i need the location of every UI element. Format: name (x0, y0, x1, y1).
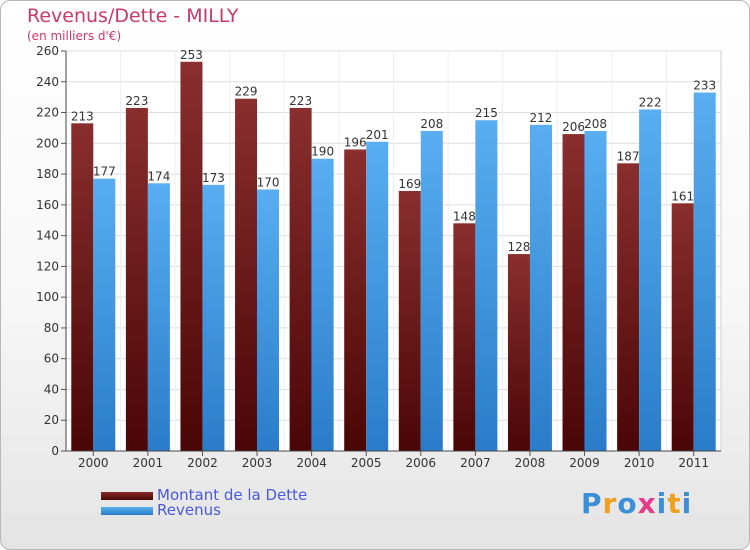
x-tick-label: 2010 (624, 456, 655, 470)
data-label-revenus: 190 (311, 145, 334, 159)
bar-revenus (529, 124, 552, 451)
data-label-dette: 187 (617, 149, 640, 163)
logo-letter: o (617, 487, 638, 520)
y-tick-label: 260 (36, 44, 59, 58)
x-tick-label: 2003 (242, 456, 273, 470)
bar-revenus (93, 178, 116, 451)
chart-title: Revenus/Dette - MILLY (27, 5, 239, 27)
bar-revenus (584, 131, 607, 451)
y-tick-label: 100 (36, 290, 59, 304)
bar-dette (562, 134, 585, 452)
legend-swatch-revenus (101, 507, 153, 515)
y-tick-label: 0 (51, 444, 59, 458)
bar-dette (453, 223, 476, 451)
data-label-revenus: 174 (147, 169, 170, 183)
y-tick-label: 180 (36, 167, 59, 181)
bar-dette (289, 107, 312, 451)
data-label-dette: 223 (289, 94, 312, 108)
data-label-dette: 206 (562, 120, 585, 134)
bar-revenus (311, 158, 334, 451)
logo-letter: P (581, 487, 603, 520)
data-label-revenus: 208 (584, 117, 607, 131)
x-tick-label: 2007 (460, 456, 491, 470)
bar-dette (180, 61, 203, 452)
bar-dette (344, 149, 367, 451)
data-label-revenus: 212 (530, 111, 553, 125)
x-tick-label: 2009 (569, 456, 600, 470)
data-label-dette: 229 (235, 85, 258, 99)
y-tick-label: 40 (44, 382, 59, 396)
bar-revenus (693, 92, 716, 452)
logo-letter: i (656, 487, 668, 520)
y-tick-label: 160 (36, 198, 59, 212)
data-label-revenus: 173 (202, 171, 225, 185)
bar-revenus (147, 183, 170, 452)
bar-dette (235, 98, 258, 451)
data-label-dette: 161 (671, 189, 694, 203)
x-tick-label: 2008 (515, 456, 546, 470)
data-label-revenus: 177 (93, 165, 116, 179)
data-label-dette: 253 (180, 48, 203, 62)
logo-letter: t (667, 487, 682, 520)
y-tick-label: 200 (36, 136, 59, 150)
data-label-dette: 196 (344, 135, 367, 149)
data-label-dette: 223 (125, 94, 148, 108)
data-label-dette: 148 (453, 209, 476, 223)
x-tick-label: 2000 (78, 456, 109, 470)
y-tick-label: 120 (36, 259, 59, 273)
logo-letter: x (637, 487, 657, 520)
logo-letter: r (602, 487, 618, 520)
bar-revenus (475, 120, 498, 451)
x-tick-label: 2001 (133, 456, 164, 470)
y-tick-label: 240 (36, 75, 59, 89)
bar-dette (71, 123, 94, 452)
y-tick-label: 80 (44, 321, 59, 335)
proxiti-logo: Proxiti (581, 487, 692, 520)
chart-subtitle: (en milliers d'€) (27, 29, 122, 43)
y-tick-label: 20 (44, 413, 59, 427)
y-tick-label: 60 (44, 352, 59, 366)
data-label-revenus: 233 (693, 79, 716, 93)
x-tick-label: 2002 (187, 456, 218, 470)
data-label-revenus: 170 (257, 175, 280, 189)
legend-swatch-dette (101, 492, 153, 500)
logo-letter: i (681, 487, 693, 520)
data-label-dette: 213 (71, 109, 94, 123)
bar-dette (125, 107, 148, 451)
x-tick-label: 2004 (296, 456, 327, 470)
x-tick-label: 2005 (351, 456, 382, 470)
bar-revenus (366, 141, 389, 451)
bar-revenus (420, 131, 443, 451)
data-label-revenus: 201 (366, 128, 389, 142)
legend-label-dette: Montant de la Dette (157, 486, 308, 504)
x-tick-label: 2011 (678, 456, 709, 470)
y-tick-label: 140 (36, 229, 59, 243)
data-label-dette: 169 (398, 177, 421, 191)
y-tick-label: 220 (36, 106, 59, 120)
legend-label-revenus: Revenus (157, 501, 221, 519)
bar-dette (398, 191, 421, 451)
data-label-dette: 128 (508, 240, 531, 254)
bar-revenus (257, 189, 280, 451)
bar-dette (671, 203, 694, 451)
x-tick-label: 2006 (406, 456, 437, 470)
bar-dette (507, 254, 530, 451)
data-label-revenus: 208 (420, 117, 443, 131)
bar-revenus (202, 184, 225, 451)
bar-revenus (639, 109, 662, 451)
data-label-revenus: 215 (475, 106, 498, 120)
data-label-revenus: 222 (639, 95, 662, 109)
bar-dette (617, 163, 640, 452)
